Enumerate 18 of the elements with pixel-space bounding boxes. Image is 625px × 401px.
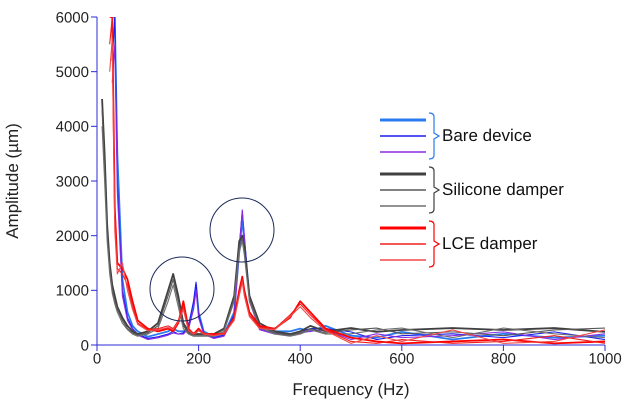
y-tick-label: 2000 <box>56 228 89 245</box>
y-tick-label: 4000 <box>56 118 89 136</box>
y-tick-label: 6000 <box>56 9 89 26</box>
y-tick-label: 3000 <box>56 173 89 190</box>
y-tick-label: 0 <box>80 337 89 354</box>
x-tick-label: 800 <box>490 350 516 368</box>
x-axis-title: Frequency (Hz) <box>292 380 410 399</box>
y-tick-label: 5000 <box>56 64 89 81</box>
legend-label: Silicone damper <box>442 180 564 199</box>
y-tick-label: 1000 <box>56 282 89 300</box>
x-tick-label: 200 <box>186 350 212 368</box>
y-axis-title: Amplitude (µm) <box>3 123 22 239</box>
legend-label: Bare device <box>442 126 532 145</box>
x-tick-label: 400 <box>288 350 313 368</box>
x-tick-label: 1000 <box>588 350 622 368</box>
x-tick-label: 600 <box>389 350 414 368</box>
x-tick-label: 0 <box>92 350 102 368</box>
legend-label: LCE damper <box>442 234 538 253</box>
